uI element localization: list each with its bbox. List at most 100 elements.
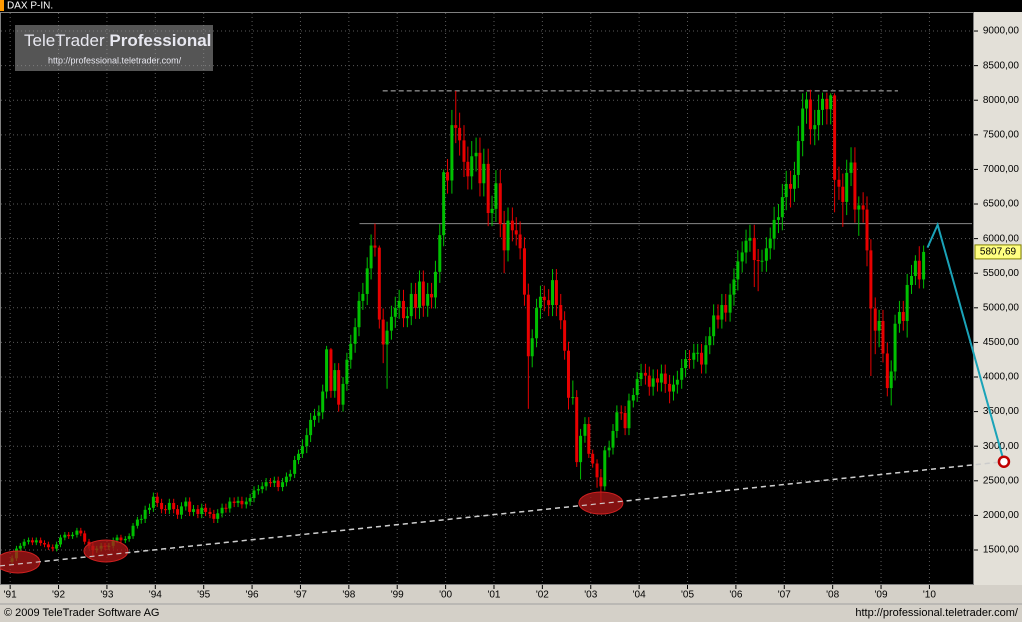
candle-body	[365, 268, 369, 294]
candle-body	[535, 307, 539, 339]
candle-body	[881, 320, 885, 354]
candle-body	[131, 525, 135, 537]
logo-text: TeleTrader Professional	[24, 31, 211, 50]
x-tick-label: '94	[149, 590, 162, 601]
candle-body	[833, 95, 837, 180]
candle-body	[200, 507, 204, 515]
candle-body	[55, 544, 59, 549]
candle-body	[651, 378, 655, 387]
candle-body	[575, 397, 579, 463]
plot-border	[0, 12, 974, 585]
candle-body	[559, 305, 563, 321]
x-tick-label: '06	[729, 590, 742, 601]
candle-body	[789, 183, 793, 189]
candle-body	[922, 251, 926, 280]
candle-body	[768, 238, 772, 249]
candle-body	[595, 463, 599, 478]
y-tick-label: 4500,00	[983, 337, 1020, 348]
candle-body	[514, 230, 518, 235]
candle-body	[135, 519, 139, 526]
candle-body	[554, 280, 558, 306]
candle-body	[148, 507, 152, 510]
x-tick-label: '96	[246, 590, 259, 601]
candle-body	[337, 370, 341, 405]
highlight-ellipse	[83, 539, 129, 563]
candle-body	[414, 293, 418, 308]
candle-body	[603, 450, 607, 487]
candle-body	[752, 237, 756, 261]
candle-body	[43, 543, 47, 545]
candle-body	[873, 308, 877, 331]
candle-body	[704, 345, 708, 365]
candle-body	[542, 296, 546, 301]
candle-body	[341, 383, 345, 405]
candle-body	[905, 284, 909, 321]
candle-body	[393, 307, 397, 317]
candle-body	[805, 99, 809, 109]
candle-body	[817, 109, 821, 126]
candle-body	[421, 281, 425, 306]
candle-body	[615, 412, 619, 431]
candle-body	[885, 353, 889, 389]
x-tick-label: '10	[923, 590, 936, 601]
candle-body	[281, 482, 285, 488]
candle-body	[680, 368, 684, 380]
x-tick-label: '95	[197, 590, 210, 601]
x-tick-label: '98	[342, 590, 355, 601]
candle-body	[502, 224, 506, 251]
candle-body	[115, 537, 119, 541]
candle-body	[623, 412, 627, 429]
candle-body	[627, 400, 631, 429]
x-tick-label: '09	[875, 590, 888, 601]
candle-body	[27, 540, 31, 542]
candle-body	[212, 514, 216, 519]
title-marker	[0, 0, 4, 11]
projection-line	[926, 221, 1005, 462]
candle-body	[869, 250, 873, 309]
candle-body	[522, 248, 526, 295]
candle-body	[433, 271, 437, 298]
logo-edition: Professional	[109, 31, 211, 50]
trendline-overlay	[0, 461, 1004, 567]
last-price-box	[974, 244, 1022, 260]
candle-body	[845, 172, 849, 202]
candle-body	[756, 260, 760, 262]
candle-body	[288, 473, 292, 477]
candle-body	[547, 300, 551, 306]
candle-body	[256, 489, 260, 491]
candle-body	[446, 172, 450, 181]
candle-body	[373, 245, 377, 248]
candle-body	[284, 476, 288, 483]
candle-body	[599, 477, 603, 487]
candle-body	[466, 161, 470, 177]
candle-body	[317, 412, 321, 416]
candle-body	[83, 533, 87, 542]
candle-body	[494, 183, 498, 209]
y-tick-label: 9000,00	[983, 26, 1020, 37]
x-tick-label: '02	[536, 590, 549, 601]
candle-body	[668, 383, 672, 392]
x-tick-label: '97	[294, 590, 307, 601]
x-tick-label: '01	[487, 590, 500, 601]
candle-body	[736, 261, 740, 280]
candle-body	[813, 125, 817, 130]
candle-body	[34, 540, 38, 543]
candle-body	[635, 379, 639, 395]
candle-body	[426, 293, 430, 306]
candle-body	[518, 234, 522, 249]
candle-body	[728, 294, 732, 313]
candle-body	[631, 394, 635, 401]
candle-body	[551, 280, 555, 306]
candle-body	[566, 350, 570, 398]
candle-body	[224, 507, 228, 509]
candle-body	[252, 490, 256, 499]
candle-body	[760, 260, 764, 262]
candle-body	[143, 509, 147, 519]
candle-body	[260, 486, 264, 490]
candle-body	[300, 446, 304, 454]
candle-body	[639, 372, 643, 380]
candle-body	[538, 296, 542, 308]
candle-body	[46, 544, 50, 548]
